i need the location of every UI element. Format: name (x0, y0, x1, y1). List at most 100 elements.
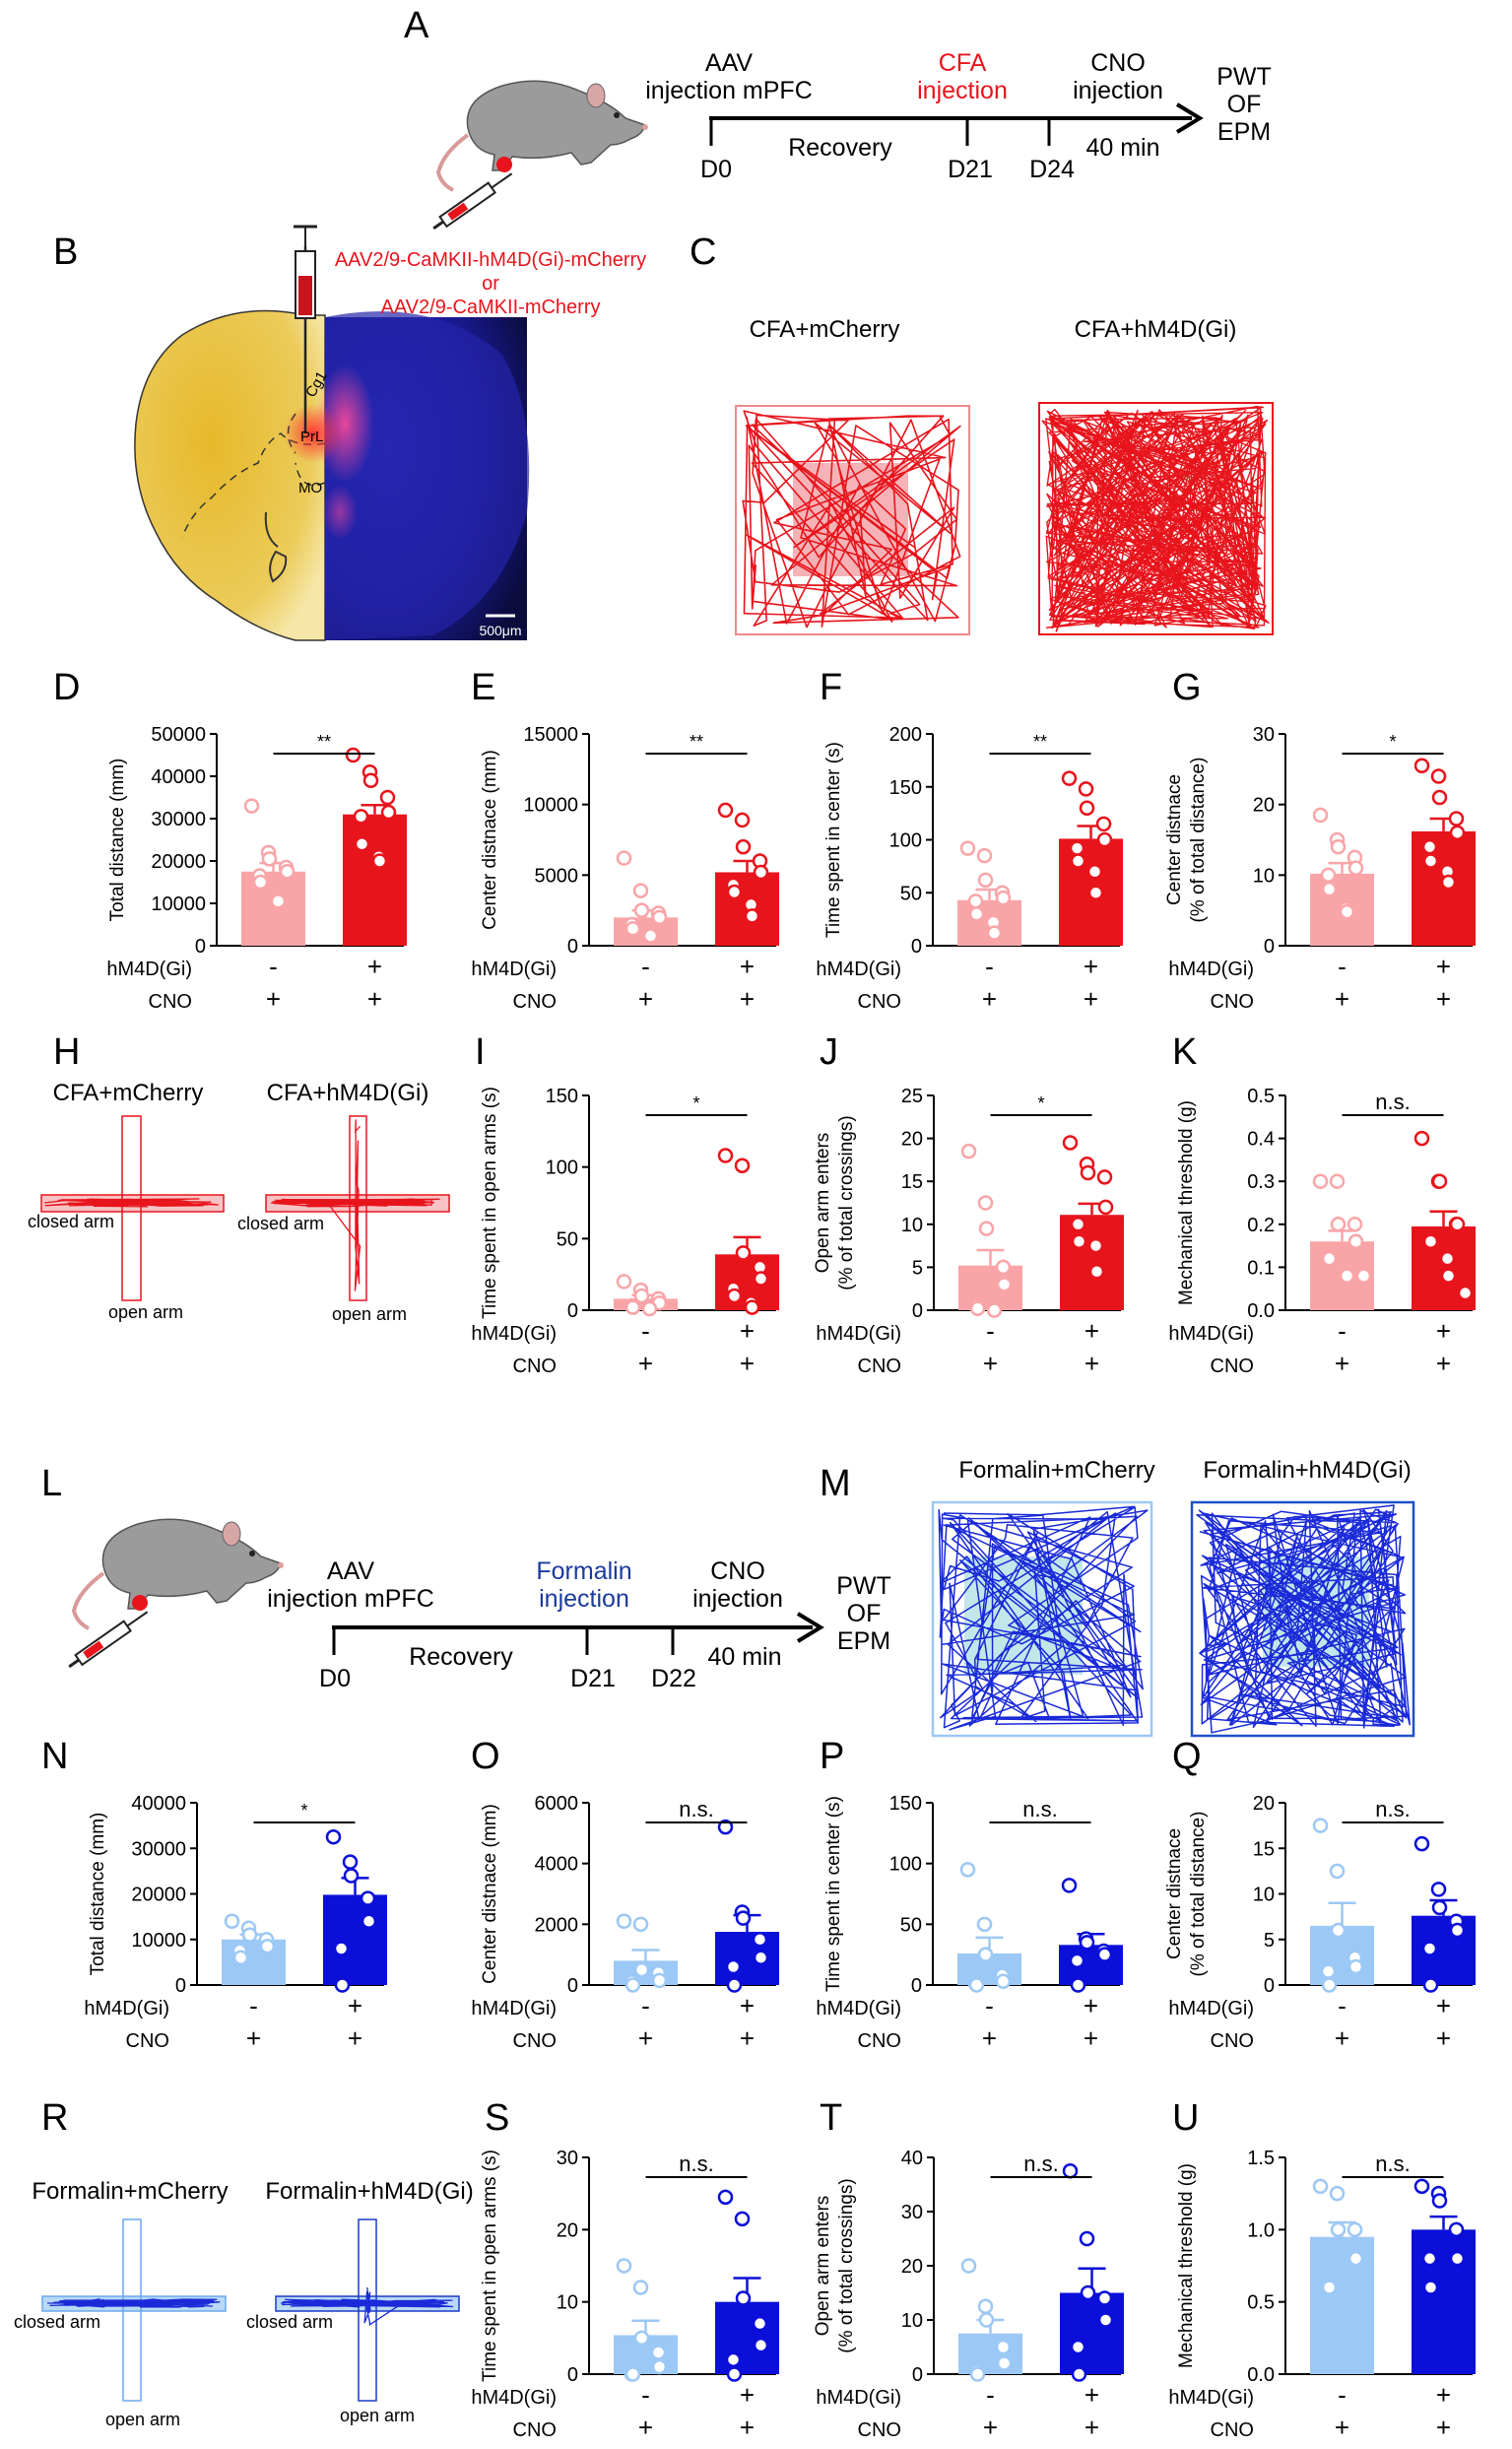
of-track-cfa-mcherry (742, 410, 961, 629)
y-tick-label: 0.0 (1247, 1300, 1275, 1322)
y-tick-label: 0 (567, 2364, 578, 2386)
data-point (1321, 1250, 1338, 1267)
epm-track-formalin-hm4d (280, 2286, 454, 2327)
data-point (1422, 1977, 1439, 1993)
syringe-icon (294, 225, 317, 319)
data-point (1312, 1818, 1329, 1833)
y-tick-label: 200 (889, 724, 922, 746)
panel-label-A: A (404, 5, 429, 46)
bar (1310, 2236, 1374, 2374)
data-point (1330, 1922, 1347, 1939)
panel-label-O: O (471, 1736, 500, 1777)
data-point (717, 1148, 734, 1163)
y-axis-label: (% of total crossings) (836, 1115, 857, 1290)
group-sign: + (1436, 1316, 1451, 1346)
y-axis-label: (% of total distance) (1188, 1812, 1209, 1977)
data-point (995, 1259, 1012, 1276)
data-point (725, 2351, 742, 2368)
group-sign: + (367, 984, 382, 1014)
group-sign: + (1436, 952, 1451, 981)
data-point (1070, 1217, 1086, 1232)
panel-label-N: N (41, 1736, 68, 1777)
of-track-formalin-mcherry (938, 1505, 1149, 1731)
panel-c: CFA+mCherry CFA+hM4D(Gi) (735, 316, 1274, 635)
y-tick-label: 2000 (535, 1914, 579, 1936)
group-row-label-cno: CNO (513, 1356, 557, 1377)
y-tick-label: 20 (901, 1129, 923, 1151)
timeline-a-epm: EPM (1217, 118, 1271, 146)
data-point (735, 838, 752, 855)
data-point (232, 1950, 249, 1965)
chart-o: 0 2000 4000 6000 Center distnace (mm) n.s. hM4… (471, 1793, 779, 2053)
y-tick-label: 10 (901, 1215, 923, 1236)
group-row-label-hm4d: hM4D(Gi) (816, 959, 901, 980)
data-point (735, 2290, 752, 2306)
significance-label: n.s. (1022, 1797, 1057, 1821)
data-point (969, 2366, 986, 2382)
data-point (753, 1950, 769, 1965)
data-point (1457, 1285, 1474, 1301)
data-point (1449, 2250, 1466, 2267)
data-point (1071, 1233, 1087, 1249)
data-point (371, 853, 388, 869)
of-title-cfa-hm4d: CFA+hM4D(Gi) (1075, 316, 1237, 343)
data-point (380, 804, 397, 821)
timeline-a-aav-2: injection mPFC (645, 77, 813, 104)
data-point (960, 2258, 977, 2274)
epm-track-cfa-hm4d (270, 1119, 440, 1291)
y-tick-label: 20 (1253, 1793, 1275, 1815)
data-point (1431, 789, 1448, 806)
y-tick-label: 0 (1264, 936, 1275, 958)
data-point (1320, 1963, 1337, 1979)
bar (1060, 1215, 1124, 1310)
panel-label-M: M (820, 1463, 851, 1504)
group-sign: + (740, 1349, 755, 1378)
y-tick-label: 20000 (151, 851, 206, 873)
data-point (261, 851, 278, 867)
timeline-l-aav-2: injection mPFC (267, 1585, 434, 1613)
epm-trajectory (43, 1198, 219, 1208)
data-point (1070, 1977, 1086, 1993)
group-sign: - (249, 1991, 258, 2020)
panel-label-G: G (1172, 667, 1202, 708)
data-point (996, 1277, 1013, 1292)
group-sign: + (1084, 984, 1098, 1014)
y-tick-label: 10000 (151, 894, 206, 915)
epm-track-cfa-mcherry (43, 1198, 219, 1208)
group-sign: + (1436, 2413, 1451, 2442)
data-point (1329, 1173, 1346, 1189)
y-axis-label: Time spent in center (s) (823, 1796, 844, 1992)
group-sign: + (1084, 2023, 1098, 2053)
group-row-label-cno: CNO (1211, 2030, 1254, 2052)
group-row-label-cno: CNO (513, 991, 557, 1013)
significance-label: ** (1033, 732, 1047, 752)
y-tick-label: 10 (1253, 1885, 1275, 1906)
group-sign: + (1085, 1316, 1099, 1346)
data-point (1448, 2221, 1465, 2238)
group-sign: + (1436, 2380, 1451, 2410)
timeline-l-aav: AAV (327, 1557, 374, 1585)
data-point (734, 1158, 751, 1173)
chart-s: 0 10 20 30 Time spent in open arms (s) n.s. hM… (471, 2148, 779, 2442)
timeline-a-recovery: Recovery (788, 134, 892, 162)
data-point (959, 1862, 976, 1878)
of-track-formalin-hm4d (1196, 1504, 1411, 1734)
group-row-label-cno: CNO (513, 2419, 557, 2441)
group-sign: + (982, 2023, 997, 2053)
y-tick-label: 30000 (131, 1838, 186, 1860)
data-point (752, 2315, 768, 2332)
data-point (1096, 1947, 1113, 1962)
data-point (1312, 2178, 1329, 2195)
data-point (1329, 1863, 1346, 1880)
group-row-label-hm4d: hM4D(Gi) (471, 959, 557, 980)
data-point (725, 1958, 742, 1975)
data-point (625, 1299, 641, 1315)
group-sign: - (641, 952, 650, 981)
data-point (1330, 838, 1347, 855)
y-tick-label: 0.4 (1247, 1129, 1275, 1151)
data-point (334, 1977, 351, 1993)
group-sign: + (740, 952, 755, 981)
group-sign: + (1085, 2380, 1099, 2410)
data-point (1413, 1130, 1430, 1147)
data-point (753, 1271, 769, 1287)
